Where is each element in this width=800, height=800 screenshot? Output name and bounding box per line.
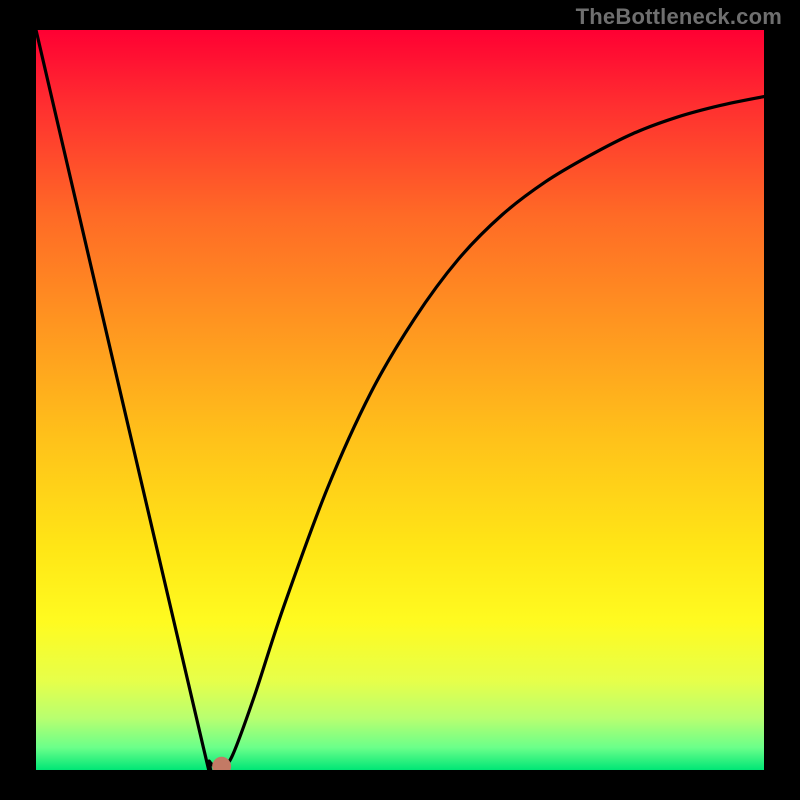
chart-svg-layer (36, 30, 764, 770)
bottleneck-curve (36, 30, 764, 770)
chart-plot-area (36, 30, 764, 770)
watermark-text: TheBottleneck.com (576, 4, 782, 30)
optimal-point-marker (213, 757, 231, 770)
